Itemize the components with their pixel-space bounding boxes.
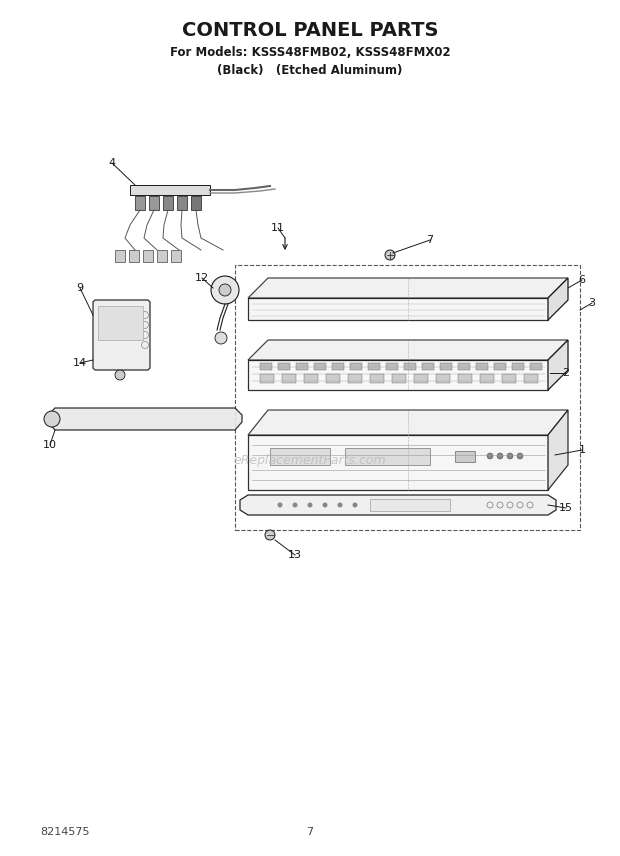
Polygon shape bbox=[177, 196, 187, 210]
Polygon shape bbox=[260, 363, 272, 370]
Polygon shape bbox=[370, 499, 450, 511]
Circle shape bbox=[497, 453, 503, 459]
Text: 11: 11 bbox=[271, 223, 285, 233]
Polygon shape bbox=[512, 363, 524, 370]
Polygon shape bbox=[458, 363, 470, 370]
Polygon shape bbox=[304, 374, 318, 383]
Text: 6: 6 bbox=[578, 275, 585, 285]
Polygon shape bbox=[548, 340, 568, 390]
Polygon shape bbox=[270, 448, 330, 465]
Polygon shape bbox=[157, 250, 167, 262]
Text: 15: 15 bbox=[559, 503, 573, 513]
Text: 7: 7 bbox=[427, 235, 433, 245]
Circle shape bbox=[215, 332, 227, 344]
Circle shape bbox=[507, 453, 513, 459]
Polygon shape bbox=[392, 374, 406, 383]
Polygon shape bbox=[350, 363, 362, 370]
Polygon shape bbox=[278, 363, 290, 370]
Polygon shape bbox=[436, 374, 450, 383]
Polygon shape bbox=[135, 196, 145, 210]
Polygon shape bbox=[143, 250, 153, 262]
Polygon shape bbox=[458, 374, 472, 383]
Text: 4: 4 bbox=[108, 158, 115, 168]
Polygon shape bbox=[191, 196, 201, 210]
Circle shape bbox=[517, 453, 523, 459]
Polygon shape bbox=[368, 363, 380, 370]
Polygon shape bbox=[440, 363, 452, 370]
Polygon shape bbox=[48, 408, 242, 430]
Polygon shape bbox=[422, 363, 434, 370]
Polygon shape bbox=[548, 278, 568, 320]
Text: CONTROL PANEL PARTS: CONTROL PANEL PARTS bbox=[182, 21, 438, 39]
Circle shape bbox=[353, 502, 358, 508]
Circle shape bbox=[487, 453, 493, 459]
Polygon shape bbox=[130, 185, 210, 195]
Polygon shape bbox=[414, 374, 428, 383]
Polygon shape bbox=[296, 363, 308, 370]
Polygon shape bbox=[248, 410, 568, 435]
Polygon shape bbox=[348, 374, 362, 383]
Text: 2: 2 bbox=[562, 368, 570, 378]
Text: 3: 3 bbox=[588, 298, 595, 308]
Text: 9: 9 bbox=[76, 283, 84, 293]
Polygon shape bbox=[326, 374, 340, 383]
Circle shape bbox=[115, 370, 125, 380]
Circle shape bbox=[278, 502, 283, 508]
Polygon shape bbox=[502, 374, 516, 383]
Polygon shape bbox=[98, 306, 143, 340]
Polygon shape bbox=[115, 250, 125, 262]
Text: 8214575: 8214575 bbox=[40, 827, 89, 837]
Polygon shape bbox=[314, 363, 326, 370]
Circle shape bbox=[44, 411, 60, 427]
Text: 13: 13 bbox=[288, 550, 302, 560]
Circle shape bbox=[322, 502, 327, 508]
Polygon shape bbox=[524, 374, 538, 383]
Text: 14: 14 bbox=[73, 358, 87, 368]
Polygon shape bbox=[332, 363, 344, 370]
Polygon shape bbox=[494, 363, 506, 370]
Polygon shape bbox=[129, 250, 139, 262]
Text: 7: 7 bbox=[306, 827, 314, 837]
Text: For Models: KSSS48FMB02, KSSS48FMX02: For Models: KSSS48FMB02, KSSS48FMX02 bbox=[170, 45, 450, 58]
Polygon shape bbox=[530, 363, 542, 370]
Text: (Black)   (Etched Aluminum): (Black) (Etched Aluminum) bbox=[218, 63, 402, 76]
Polygon shape bbox=[149, 196, 159, 210]
Polygon shape bbox=[345, 448, 430, 465]
Polygon shape bbox=[282, 374, 296, 383]
Polygon shape bbox=[248, 340, 568, 360]
Polygon shape bbox=[370, 374, 384, 383]
Circle shape bbox=[308, 502, 312, 508]
Polygon shape bbox=[248, 298, 548, 320]
Text: eReplacementParts.com: eReplacementParts.com bbox=[234, 454, 386, 467]
Polygon shape bbox=[386, 363, 398, 370]
Text: 1: 1 bbox=[578, 445, 585, 455]
Circle shape bbox=[385, 250, 395, 260]
Polygon shape bbox=[240, 495, 556, 515]
Polygon shape bbox=[171, 250, 181, 262]
Circle shape bbox=[219, 284, 231, 296]
Circle shape bbox=[265, 530, 275, 540]
Polygon shape bbox=[476, 363, 488, 370]
Polygon shape bbox=[548, 410, 568, 490]
Polygon shape bbox=[480, 374, 494, 383]
Polygon shape bbox=[163, 196, 173, 210]
Polygon shape bbox=[248, 278, 568, 298]
Polygon shape bbox=[260, 374, 274, 383]
Circle shape bbox=[211, 276, 239, 304]
Polygon shape bbox=[455, 451, 475, 462]
Text: 10: 10 bbox=[43, 440, 57, 450]
Text: 12: 12 bbox=[195, 273, 209, 283]
Polygon shape bbox=[248, 435, 548, 490]
Polygon shape bbox=[248, 360, 548, 390]
Circle shape bbox=[337, 502, 342, 508]
Circle shape bbox=[293, 502, 298, 508]
Polygon shape bbox=[404, 363, 416, 370]
Polygon shape bbox=[93, 300, 150, 370]
